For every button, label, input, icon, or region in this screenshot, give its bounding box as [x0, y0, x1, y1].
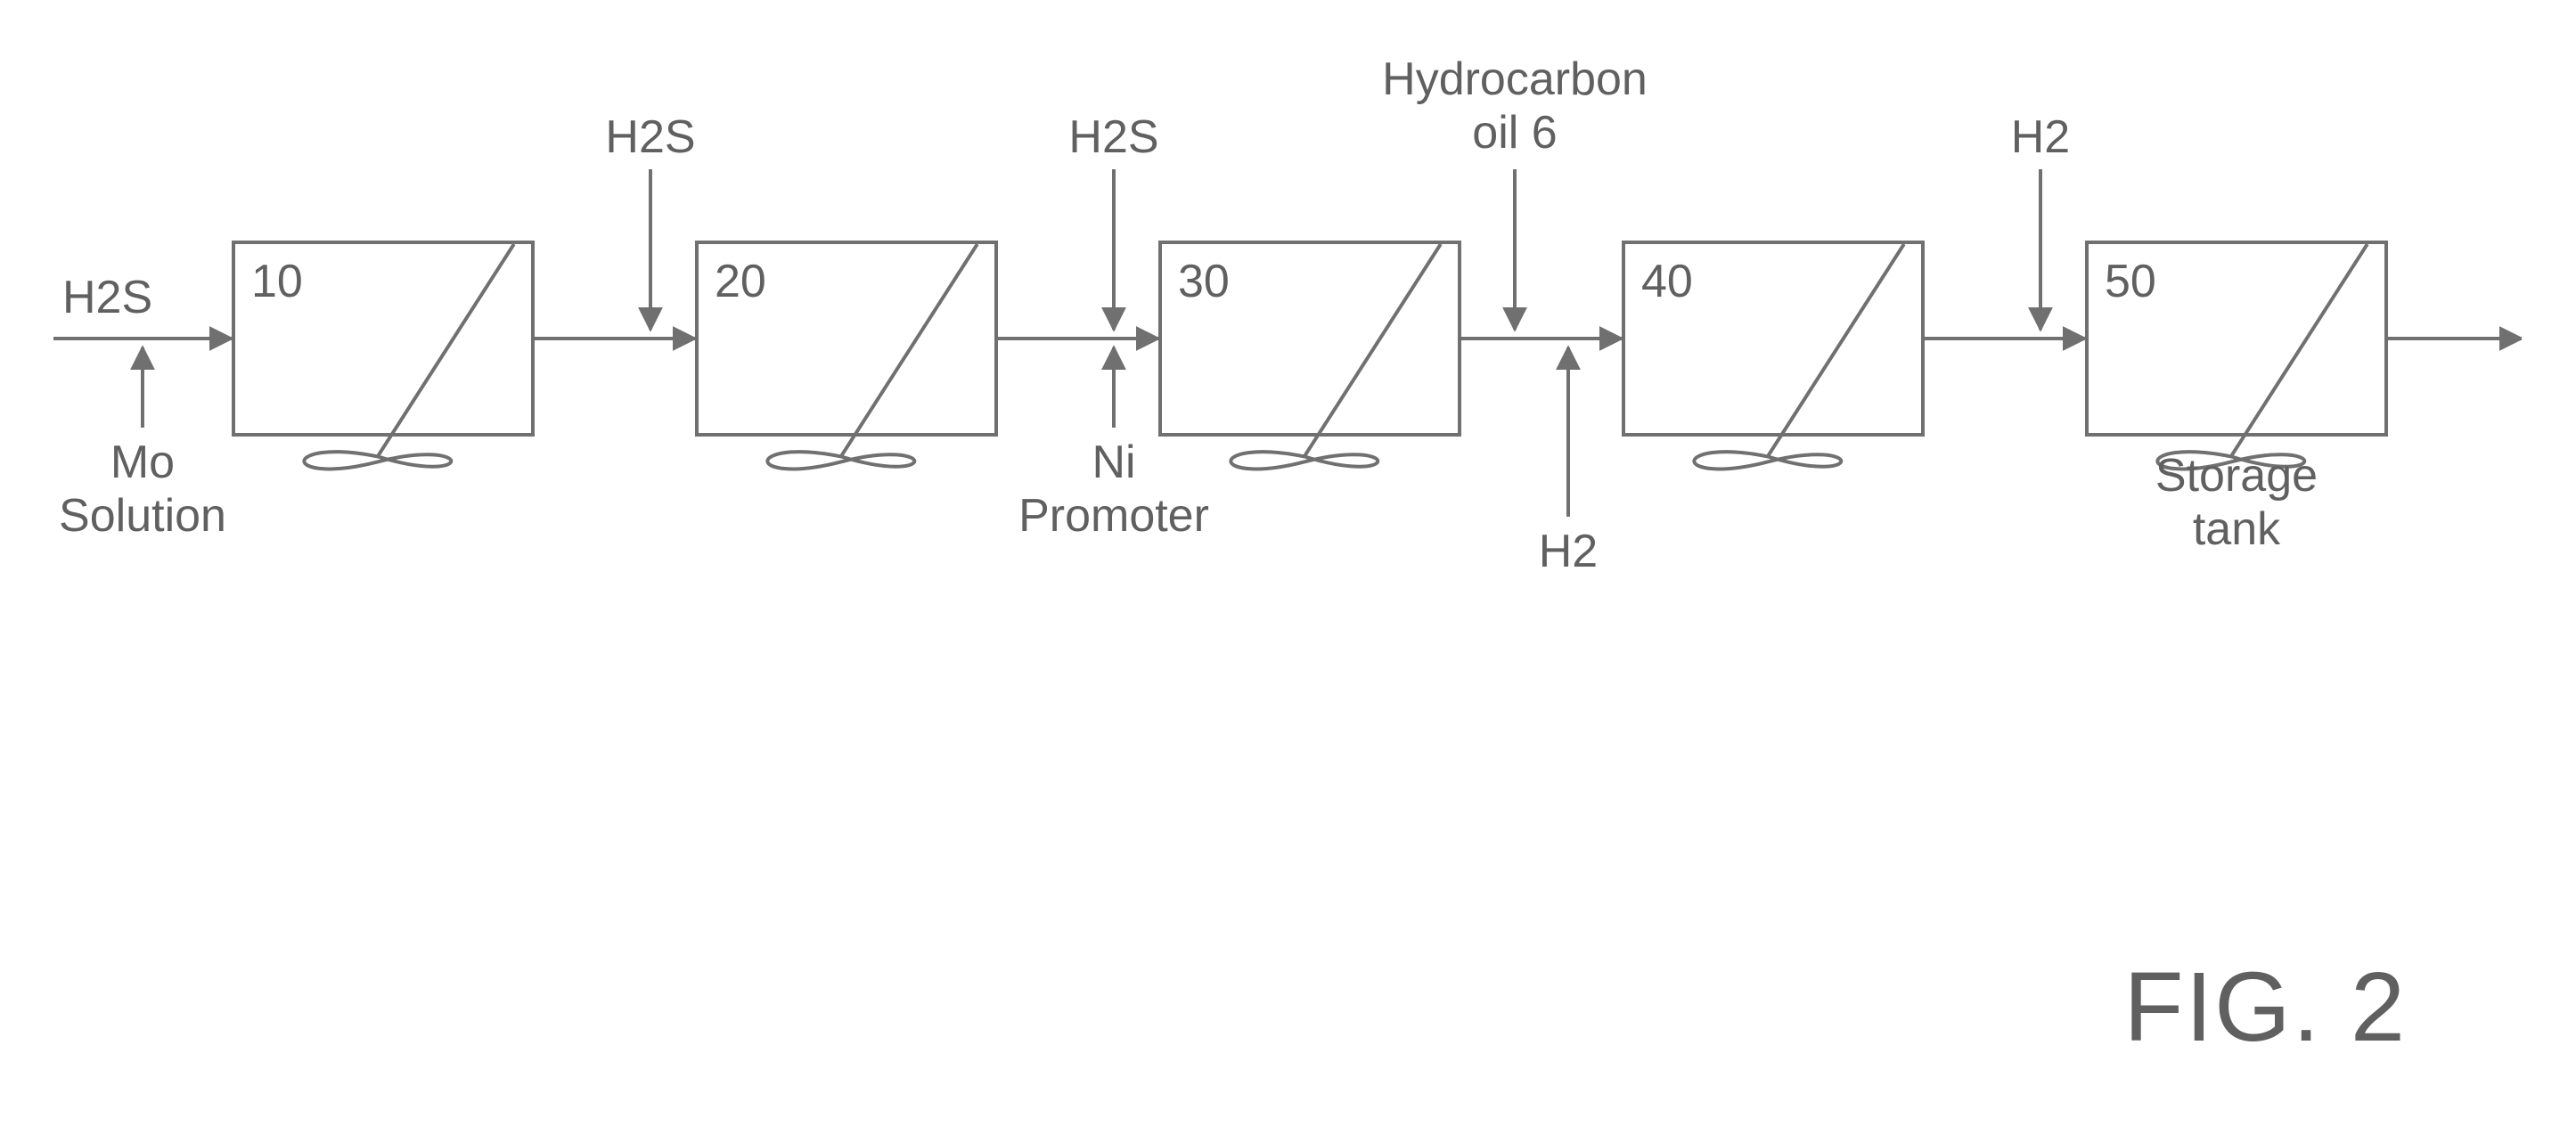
stirred-tank: 50 — [2085, 241, 2388, 437]
tank-number: 10 — [251, 255, 303, 308]
stream-label: Hydrocarbonoil 6 — [1382, 53, 1648, 160]
tank-box: 50 — [2085, 241, 2388, 437]
stream-label: NiPromoter — [1018, 437, 1209, 543]
stream-label: H2S — [62, 272, 152, 325]
stream-label: MoSolution — [59, 437, 226, 543]
stirred-tank: 30 — [1158, 241, 1461, 437]
tank-box: 30 — [1158, 241, 1461, 437]
stream-label: H2 — [2011, 111, 2070, 165]
tank-number: 30 — [1178, 255, 1230, 308]
tank-box: 10 — [232, 241, 535, 437]
stirred-tank: 10 — [232, 241, 535, 437]
stirred-tank: 20 — [695, 241, 998, 437]
tank-number: 50 — [2105, 255, 2156, 308]
stream-label: H2S — [1068, 111, 1158, 165]
tank-box: 20 — [695, 241, 998, 437]
tank-box: 40 — [1622, 241, 1925, 437]
tank-number: 20 — [715, 255, 766, 308]
process-flow-diagram: 10 20 30 40 50 H2S MoSolution H2S H2S NiPromoter… — [53, 53, 2522, 588]
tank-number: 40 — [1641, 255, 1693, 308]
figure-caption: FIG. 2 — [2123, 951, 2407, 1064]
stirred-tank: 40 — [1622, 241, 1925, 437]
stream-label: H2 — [1539, 526, 1598, 579]
stream-label: H2S — [605, 111, 695, 165]
stream-label: Storagetank — [2155, 450, 2318, 557]
